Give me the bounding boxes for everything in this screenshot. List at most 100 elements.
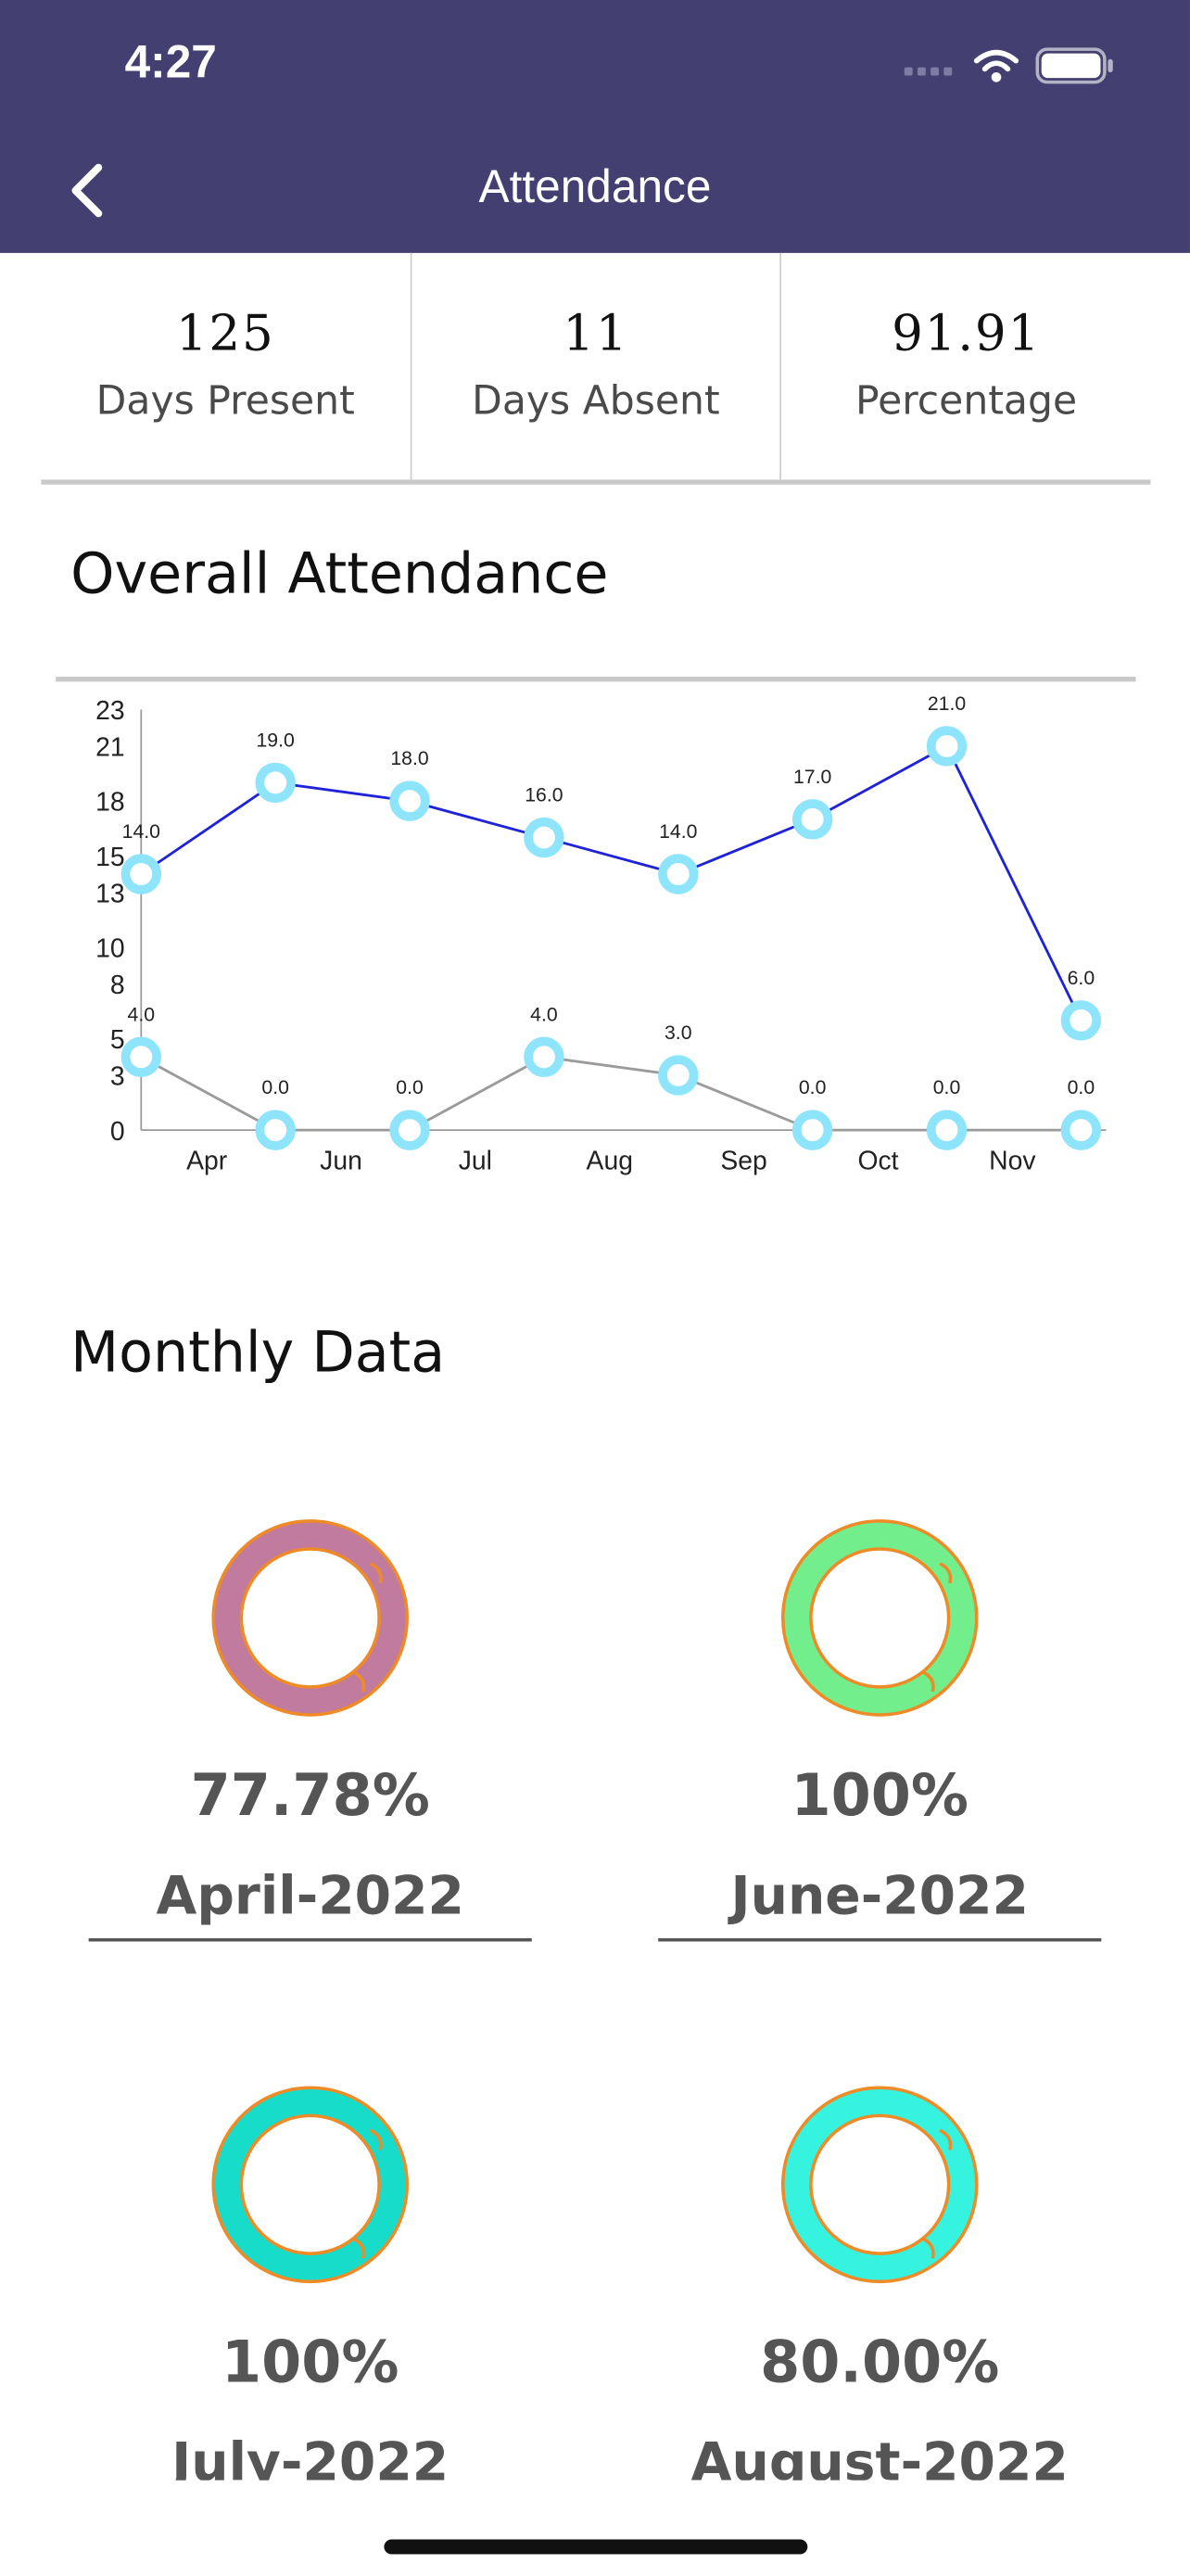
data-point xyxy=(120,1036,162,1077)
month-ring xyxy=(211,2086,409,2283)
stat-value: 11 xyxy=(563,305,629,363)
data-point xyxy=(389,1110,430,1150)
y-tick-label: 23 xyxy=(95,696,125,726)
stat-percentage: 91.91 Percentage xyxy=(782,253,1151,480)
y-tick-label: 13 xyxy=(95,879,125,908)
data-label: 19.0 xyxy=(256,729,294,751)
bottom-safe-area xyxy=(0,2480,1190,2576)
month-card-june[interactable]: 100% June-2022 xyxy=(658,1517,1102,1942)
overall-attendance-title: Overall Attendance xyxy=(70,541,609,608)
y-tick-label: 10 xyxy=(95,934,125,964)
y-tick-label: 15 xyxy=(95,843,125,872)
data-point xyxy=(926,1110,968,1150)
month-card-april[interactable]: 77.78% April-2022 xyxy=(88,1517,532,1942)
ring-track xyxy=(211,2086,409,2283)
x-tick-label: Apr xyxy=(186,1147,227,1176)
ring-track xyxy=(211,1519,409,1717)
month-card-july[interactable]: 100% July-2022 xyxy=(89,2085,532,2506)
home-indicator[interactable] xyxy=(384,2539,808,2555)
attendance-summary: 125 Days Present 11 Days Absent 91.91 Pe… xyxy=(41,252,1151,485)
series-line xyxy=(140,743,1082,1022)
data-point xyxy=(389,780,430,821)
y-tick-label: 18 xyxy=(95,788,125,818)
data-point xyxy=(1060,1000,1102,1041)
ring-segment-mark xyxy=(369,1562,383,1584)
data-label: 14.0 xyxy=(659,820,697,843)
header: 4:27 Attendance xyxy=(0,0,1190,253)
ring-track xyxy=(780,1519,979,1717)
y-tick-label: 5 xyxy=(110,1025,125,1055)
data-point xyxy=(791,1110,833,1150)
data-label: 4.0 xyxy=(128,1003,156,1025)
data-point xyxy=(658,1055,699,1096)
x-tick-label: Oct xyxy=(857,1147,898,1176)
y-tick-label: 21 xyxy=(95,733,125,763)
y-tick-label: 3 xyxy=(110,1062,125,1092)
data-point xyxy=(524,817,564,858)
data-point xyxy=(926,726,968,767)
status-time: 4:27 xyxy=(124,35,217,87)
battery-icon xyxy=(1035,47,1113,84)
stat-label: Days Present xyxy=(95,377,355,425)
ring-track xyxy=(780,2086,979,2283)
month-percentage: 77.78% xyxy=(190,1764,430,1831)
data-label: 0.0 xyxy=(261,1076,289,1098)
data-point xyxy=(658,854,699,895)
x-tick-label: Jul xyxy=(459,1147,492,1176)
data-label: 4.0 xyxy=(530,1003,558,1025)
data-point xyxy=(255,1110,296,1150)
attendance-line-chart: 0 3 5 8 10 13 15 18 21 23 Apr Jun Jul Aug Sep Oct Nov 14.… xyxy=(95,692,1107,1176)
x-tick-label: Nov xyxy=(989,1147,1036,1176)
data-label: 3.0 xyxy=(665,1022,692,1044)
stat-label: Percentage xyxy=(855,377,1078,425)
month-ring xyxy=(780,1519,979,1717)
ring-segment-mark xyxy=(921,1670,935,1693)
wifi-icon xyxy=(973,49,1019,82)
stat-days-present: 125 Days Present xyxy=(41,252,411,480)
stat-days-absent: 11 Days Absent xyxy=(411,252,782,480)
data-label: 0.0 xyxy=(799,1076,827,1098)
month-card-august[interactable]: 80.00% August-2022 xyxy=(658,2085,1101,2506)
data-label: 14.0 xyxy=(122,820,160,843)
month-ring xyxy=(780,2086,979,2283)
month-percentage: 80.00% xyxy=(760,2330,1000,2397)
x-tick-label: Aug xyxy=(587,1147,633,1176)
data-label: 0.0 xyxy=(396,1076,424,1098)
x-tick-label: Jun xyxy=(320,1147,362,1176)
stat-value: 91.91 xyxy=(892,305,1042,363)
ring-segment-mark xyxy=(352,2237,366,2259)
chart-divider xyxy=(56,677,1136,682)
data-point xyxy=(255,762,296,804)
ring-segment-mark xyxy=(939,2128,953,2151)
series-line xyxy=(140,1055,1082,1132)
data-label: 0.0 xyxy=(1068,1076,1095,1098)
x-tick-label: Sep xyxy=(720,1147,766,1176)
monthly-data-title: Monthly Data xyxy=(70,1320,446,1387)
data-label: 17.0 xyxy=(793,766,831,788)
status-icons xyxy=(904,46,1115,86)
month-name: April-2022 xyxy=(88,1859,532,1942)
data-label: 0.0 xyxy=(933,1076,961,1098)
data-label: 16.0 xyxy=(525,784,563,806)
month-percentage: 100% xyxy=(791,1764,969,1831)
stat-label: Days Absent xyxy=(472,377,720,425)
y-tick-label: 8 xyxy=(110,971,125,1000)
data-label: 18.0 xyxy=(390,747,428,769)
ring-segment-mark xyxy=(939,1562,953,1584)
page-title: Attendance xyxy=(478,160,712,212)
month-ring xyxy=(211,1519,409,1717)
stat-value: 125 xyxy=(175,305,275,363)
back-button[interactable] xyxy=(56,158,121,223)
data-point xyxy=(120,854,162,895)
ring-segment-mark xyxy=(921,2237,935,2259)
data-point xyxy=(524,1036,564,1077)
signal-icon xyxy=(904,50,957,82)
ring-segment-mark xyxy=(352,1670,366,1693)
ring-segment-mark xyxy=(369,2128,383,2151)
month-percentage: 100% xyxy=(221,2330,399,2397)
data-point xyxy=(1060,1110,1102,1150)
data-label: 6.0 xyxy=(1068,967,1095,989)
month-name: June-2022 xyxy=(658,1859,1102,1942)
y-tick-label: 0 xyxy=(110,1117,125,1147)
